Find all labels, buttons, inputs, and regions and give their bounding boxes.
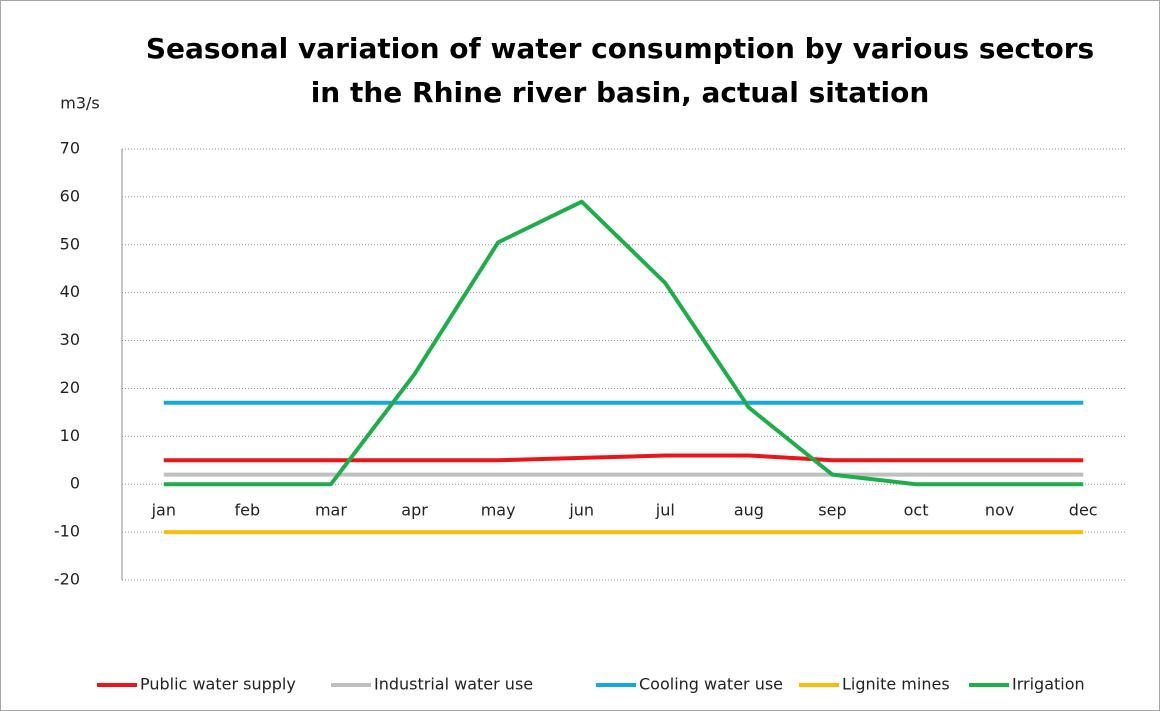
- y-tick-label: 40: [60, 282, 80, 301]
- chart-title: Seasonal variation of water consumption …: [146, 32, 1094, 65]
- series-line: [163, 453, 1084, 463]
- x-tick-label: feb: [235, 501, 261, 520]
- y-tick-label: 50: [60, 234, 80, 253]
- series-line: [163, 199, 1084, 487]
- y-tick-label: 60: [60, 186, 80, 205]
- x-tick-label: mar: [315, 501, 347, 520]
- x-tick-label: aug: [734, 501, 764, 520]
- y-axis-label: m3/s: [60, 94, 100, 113]
- x-tick-label: jul: [655, 501, 675, 520]
- chart-title: in the Rhine river basin, actual sitatio…: [311, 76, 930, 109]
- y-tick-label: 70: [60, 139, 80, 158]
- legend-label: Cooling water use: [639, 675, 783, 694]
- legend-label: Industrial water use: [374, 675, 533, 694]
- y-tick-label: 10: [60, 426, 80, 445]
- x-tick-label: nov: [985, 501, 1014, 520]
- y-tick-label: 30: [60, 330, 80, 349]
- legend-label: Public water supply: [140, 675, 296, 694]
- x-tick-label: dec: [1069, 501, 1098, 520]
- y-tick-label: -10: [54, 522, 80, 541]
- y-tick-label: 0: [70, 474, 80, 493]
- legend-label: Irrigation: [1012, 675, 1085, 694]
- legend-label: Lignite mines: [842, 675, 950, 694]
- x-tick-label: sep: [818, 501, 846, 520]
- y-tick-label: -20: [54, 570, 80, 589]
- x-tick-label: jun: [568, 501, 594, 520]
- x-tick-label: jan: [151, 501, 176, 520]
- x-tick-label: apr: [401, 501, 428, 520]
- y-tick-label: 20: [60, 378, 80, 397]
- x-tick-label: oct: [904, 501, 929, 520]
- x-tick-label: may: [481, 501, 516, 520]
